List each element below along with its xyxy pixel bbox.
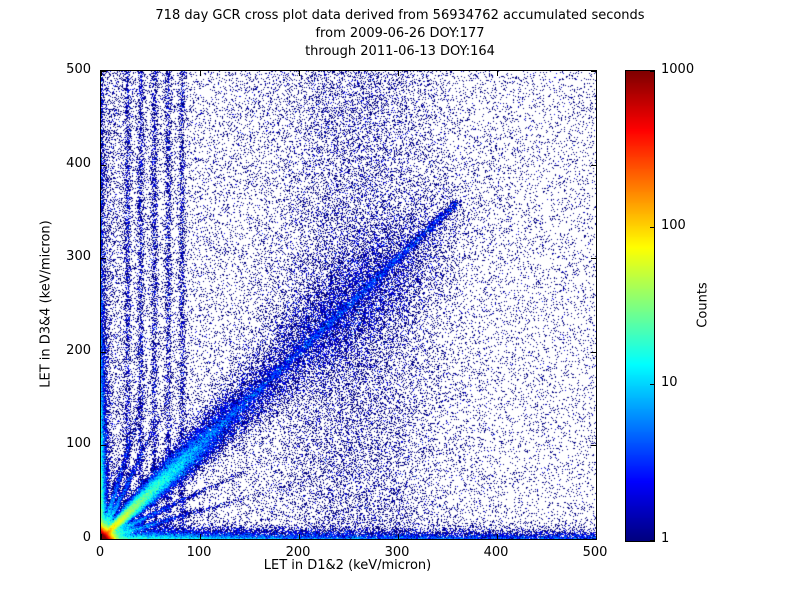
x-tick bbox=[100, 534, 102, 539]
y-tick bbox=[591, 164, 596, 166]
y-tick bbox=[591, 257, 596, 259]
x-tick bbox=[100, 71, 102, 76]
y-tick bbox=[101, 351, 106, 353]
y-tick bbox=[591, 351, 596, 353]
x-tick bbox=[199, 534, 201, 539]
y-tick bbox=[101, 538, 106, 540]
colorbar-tick-label: 100 bbox=[661, 218, 686, 233]
chart-subtitle-through: through 2011-06-13 DOY:164 bbox=[305, 44, 495, 59]
colorbar-gradient-canvas bbox=[626, 71, 654, 541]
x-tick-label: 500 bbox=[582, 545, 608, 560]
x-tick bbox=[397, 71, 399, 76]
y-tick bbox=[591, 444, 596, 446]
x-tick bbox=[496, 71, 498, 76]
colorbar-tick-label: 1000 bbox=[661, 62, 695, 77]
colorbar bbox=[625, 70, 655, 542]
y-axis-label: LET in D3&4 (keV/micron) bbox=[38, 220, 54, 388]
x-axis-label: LET in D1&2 (keV/micron) bbox=[263, 558, 432, 573]
y-tick bbox=[591, 538, 596, 540]
x-tick bbox=[397, 534, 399, 539]
colorbar-tick-label: 1 bbox=[661, 531, 670, 546]
x-tick-label: 100 bbox=[186, 545, 212, 560]
x-tick bbox=[298, 534, 300, 539]
chart-subtitle-from: from 2009-06-26 DOY:177 bbox=[315, 26, 485, 41]
colorbar-tick-label: 10 bbox=[661, 375, 678, 390]
title-block: 718 day GCR cross plot data derived from… bbox=[0, 7, 800, 61]
x-tick bbox=[199, 71, 201, 76]
colorbar-axis-label: Counts bbox=[695, 282, 711, 328]
y-tick-label: 400 bbox=[66, 156, 91, 171]
plot-area bbox=[100, 70, 597, 540]
y-tick-label: 100 bbox=[66, 436, 91, 451]
x-tick bbox=[298, 71, 300, 76]
colorbar-tick bbox=[650, 383, 654, 385]
x-tick-label: 300 bbox=[384, 545, 410, 560]
y-tick-label: 300 bbox=[66, 249, 91, 264]
x-tick-label: 200 bbox=[285, 545, 311, 560]
x-tick bbox=[595, 534, 597, 539]
y-tick bbox=[101, 70, 106, 72]
y-tick-label: 500 bbox=[66, 62, 91, 77]
colorbar-tick bbox=[650, 539, 654, 541]
y-tick-label: 0 bbox=[82, 530, 91, 545]
y-tick bbox=[101, 444, 106, 446]
y-tick bbox=[101, 257, 106, 259]
colorbar-tick bbox=[650, 70, 654, 72]
colorbar-tick bbox=[650, 226, 654, 228]
x-tick bbox=[496, 534, 498, 539]
x-tick-label: 400 bbox=[483, 545, 509, 560]
scatter-density-canvas bbox=[101, 71, 596, 539]
chart-title: 718 day GCR cross plot data derived from… bbox=[155, 8, 645, 23]
y-tick bbox=[591, 70, 596, 72]
x-tick-label: 0 bbox=[95, 545, 105, 560]
y-tick bbox=[101, 164, 106, 166]
y-tick-label: 200 bbox=[66, 343, 91, 358]
x-tick bbox=[595, 71, 597, 76]
